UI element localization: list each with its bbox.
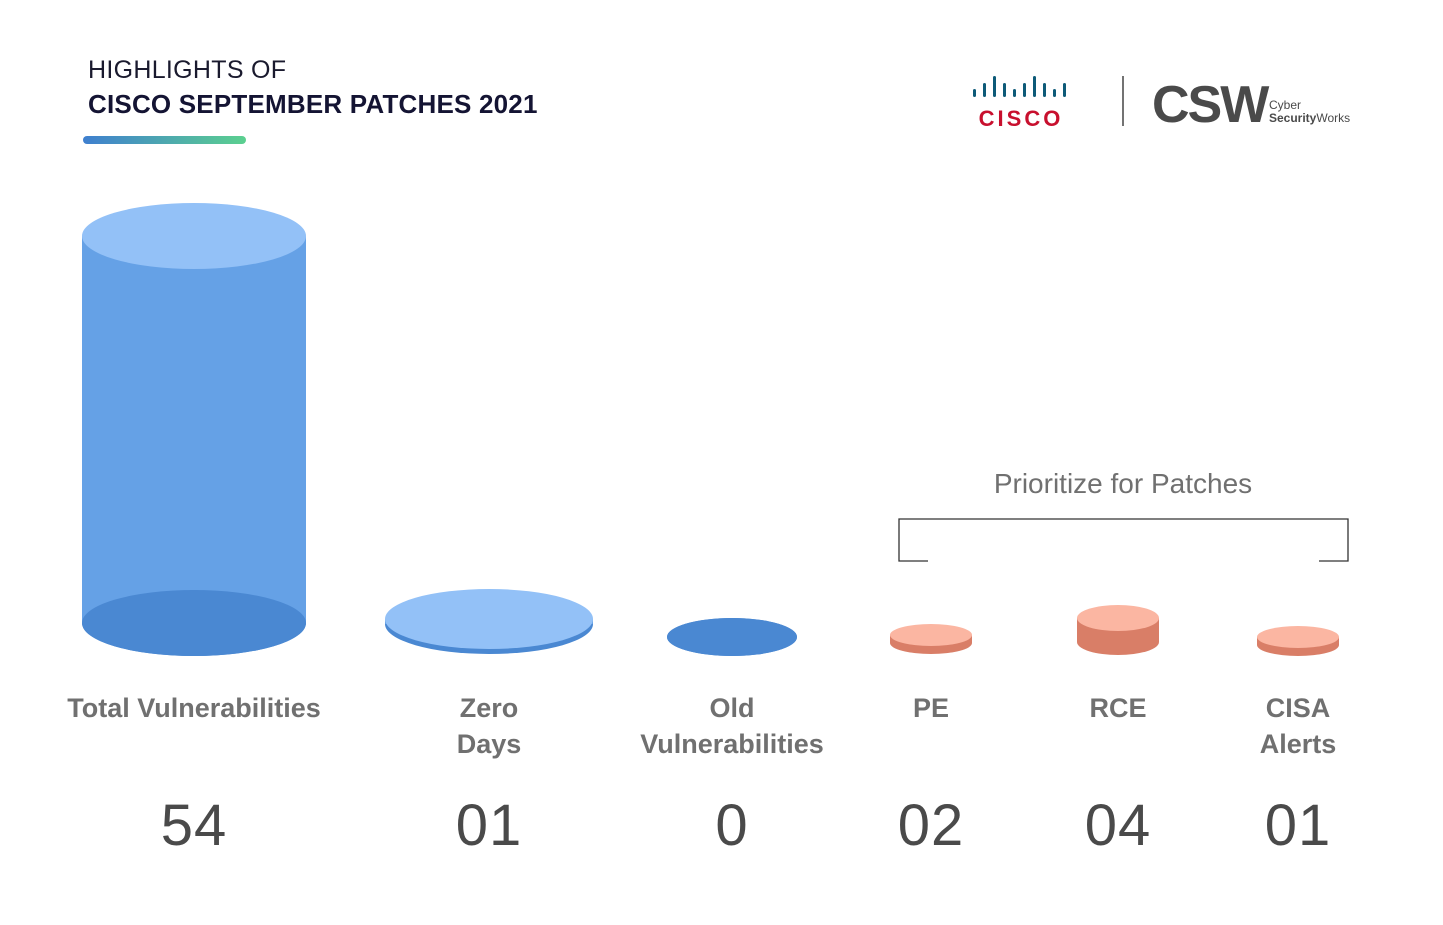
value-label-4: 04 [1084, 793, 1152, 858]
category-label-3: PE [912, 693, 950, 723]
priority-bracket [898, 518, 1349, 562]
cylinder-top-1 [385, 589, 593, 649]
cylinder-top-3 [890, 624, 972, 646]
prioritize-annotation: Prioritize for Patches [993, 468, 1253, 499]
title-accent-bar [83, 136, 246, 144]
cylinder-top-5 [1257, 626, 1339, 648]
value-label-1: 01 [455, 793, 523, 858]
brand-logos: CISCO CSW Cyber SecurityWorks [973, 76, 1350, 130]
csw-logo-sub-2: SecurityWorks [1269, 111, 1350, 125]
value-label-2: 0 [715, 793, 749, 858]
chart-header: HIGHLIGHTS OF CISCO SEPTEMBER PATCHES 20… [88, 56, 538, 120]
cisco-logo-text: CISCO [979, 106, 1064, 130]
csw-logo-sub-2-rest: Works [1316, 111, 1350, 125]
csw-logo-sub-1: Cyber [1269, 98, 1301, 112]
value-label-5: 01 [1264, 793, 1332, 858]
csw-logo-text: CSW [1152, 76, 1270, 130]
cylinder-bottom-shade-0 [82, 590, 306, 656]
cylinder-top-2 [667, 618, 797, 656]
category-label-0: Total Vulnerabilities [67, 693, 321, 723]
header-line-1: HIGHLIGHTS OF [88, 56, 287, 84]
cylinder-top-4 [1077, 605, 1159, 631]
cisco-logo [973, 76, 1066, 97]
category-label-2: Old Vulnerabilities [640, 693, 824, 759]
csw-logo-sub-2-bold: Security [1269, 111, 1317, 125]
category-label-1: Zero Days [456, 693, 522, 759]
cylinder-top-0 [82, 203, 306, 269]
chart-title: CISCO SEPTEMBER PATCHES 2021 [88, 89, 538, 119]
value-label-3: 02 [897, 793, 965, 858]
value-label-0: 54 [160, 793, 228, 858]
cylinder-body-0 [82, 236, 306, 623]
category-label-4: RCE [1089, 693, 1147, 723]
category-label-5: CISA Alerts [1259, 693, 1337, 759]
